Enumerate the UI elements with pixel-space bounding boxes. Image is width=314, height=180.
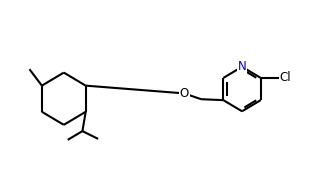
- Text: Cl: Cl: [280, 71, 291, 84]
- Text: N: N: [238, 60, 246, 73]
- Text: O: O: [180, 87, 189, 100]
